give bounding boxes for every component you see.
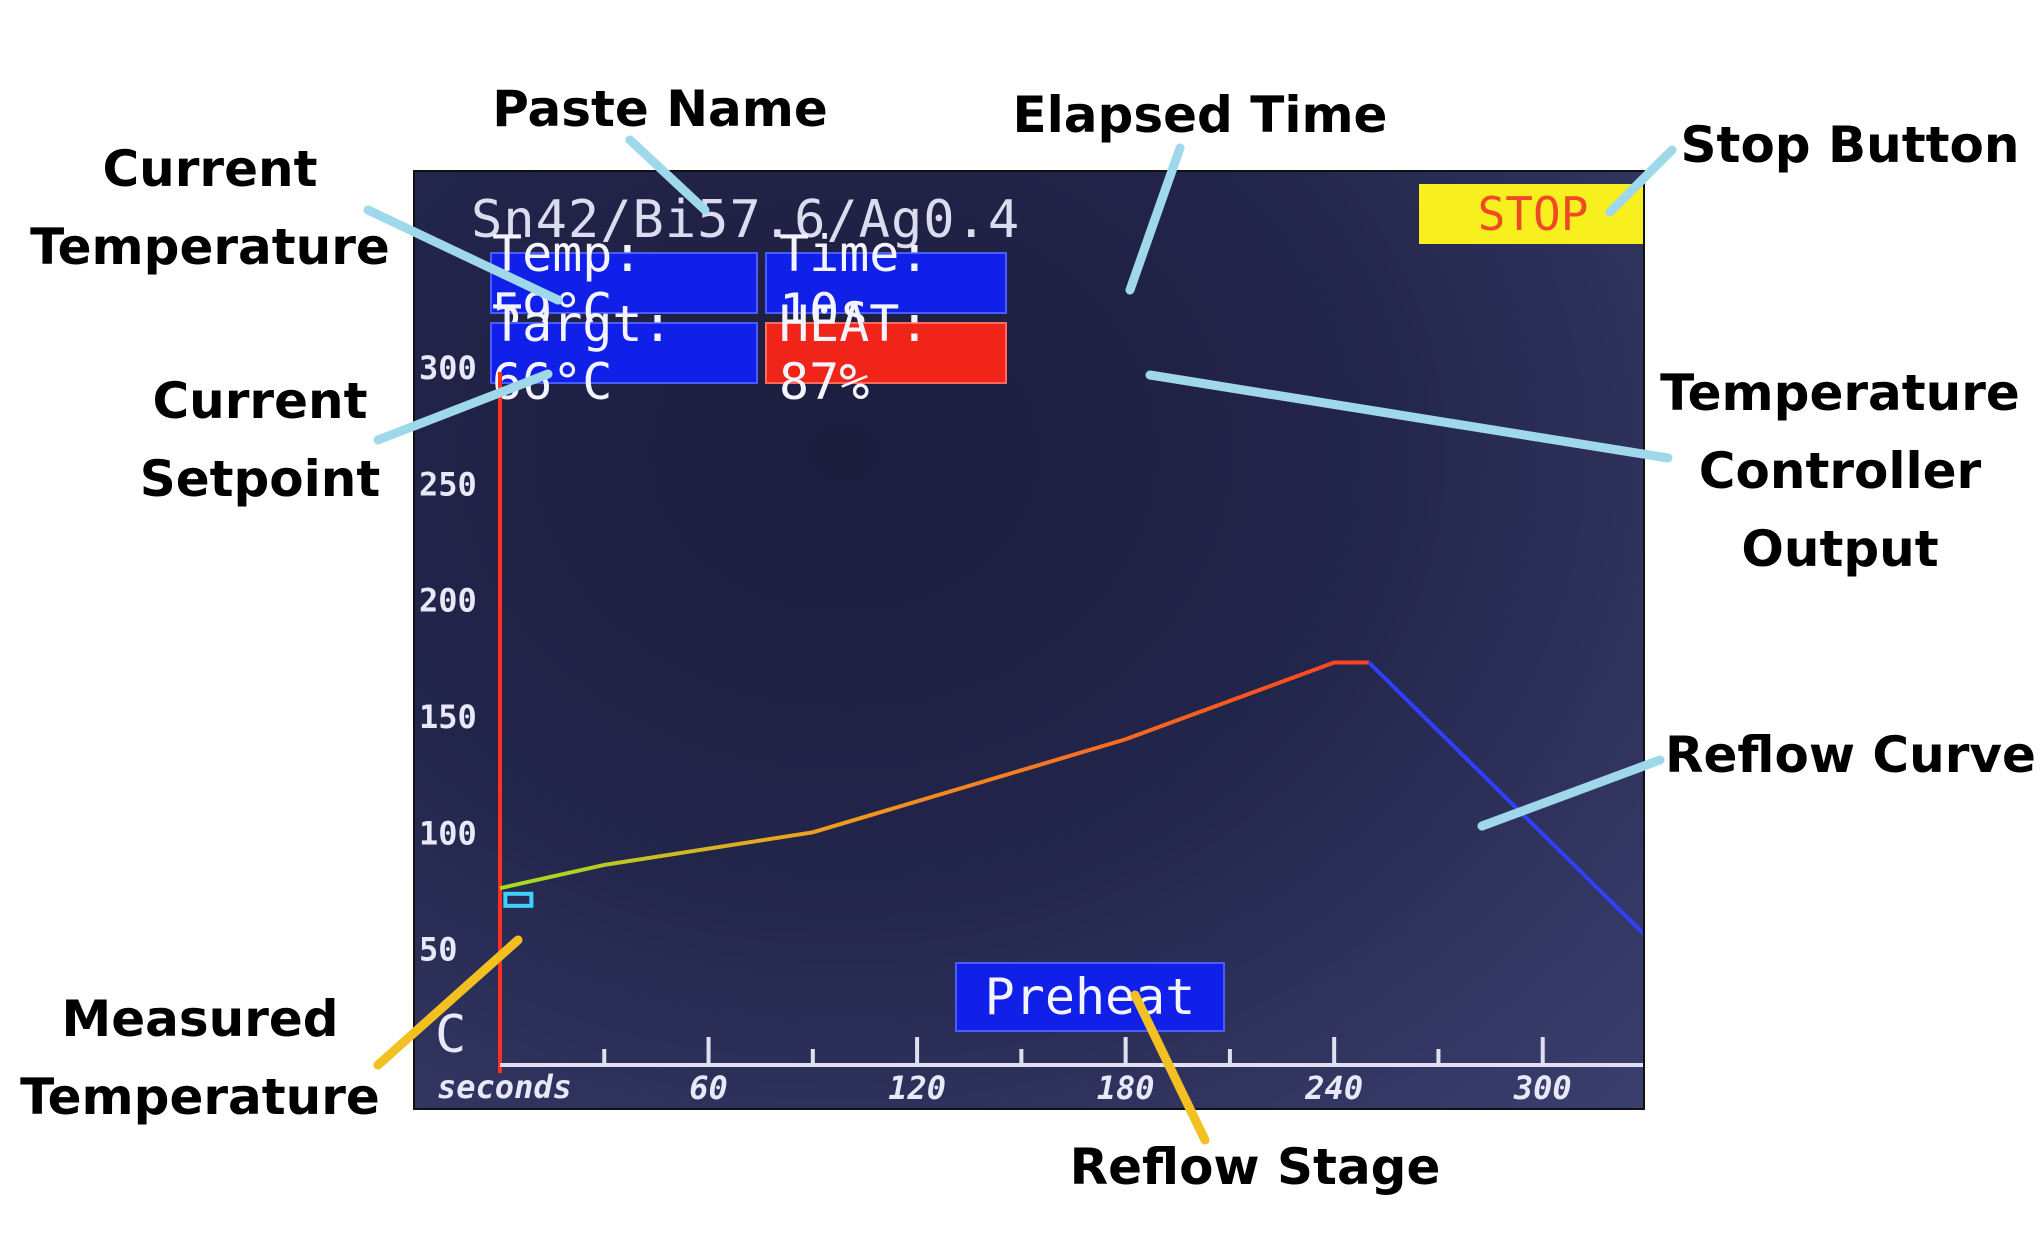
callout-controller-output [1145,370,1673,463]
callout-reflow-stage [1130,990,1210,1145]
y-tick-label: 250 [419,465,477,503]
callout-current-temperature [363,205,563,305]
x-tick-label: 300 [1513,1069,1572,1107]
label-current-temperature-line1: Current [102,140,318,198]
y-tick-label: 100 [419,814,477,852]
callout-current-setpoint [373,369,553,445]
x-tick-label: 240 [1304,1069,1363,1107]
reflow-stage-box: Preheat [955,962,1225,1032]
lcd-screen: Sn42/Bi57.6/Ag0.4 STOP Temp: 59°C Time: … [413,170,1645,1110]
stop-button[interactable]: STOP [1419,184,1643,244]
callout-measured-temperature [373,935,523,1070]
label-elapsed-time: Elapsed Time [1012,86,1388,144]
x-tick-label: 180 [1097,1069,1155,1107]
label-reflow-stage: Reflow Stage [1069,1138,1441,1196]
measured-temperature-marker [503,891,534,908]
callout-reflow-curve [1477,755,1665,831]
x-axis-unit: seconds [437,1068,572,1106]
label-current-setpoint: Current Setpoint [100,362,420,518]
label-reflow-curve: Reflow Curve [1665,726,2036,784]
reflow-curve-remaining [1367,661,1643,936]
y-tick-label: 300 [419,349,477,387]
callout-stop-button [1605,145,1677,217]
label-controller-output-line3: Output [1741,520,1939,578]
label-controller-output: Temperature Controller Output [1650,354,2030,588]
label-measured-temperature-line2: Temperature [20,1068,380,1126]
y-tick-label: 200 [419,582,477,620]
reflow-curve-completed [499,660,1369,891]
label-controller-output-line2: Controller [1698,442,1982,500]
label-paste-name: Paste Name [492,80,828,138]
label-current-temperature: Current Temperature [20,130,400,286]
label-stop-button: Stop Button [1680,116,2020,174]
paste-name: Sn42/Bi57.6/Ag0.4 [471,190,1021,250]
callout-paste-name [625,135,710,215]
callout-elapsed-time [1125,143,1185,295]
x-tick-label: 60 [689,1069,728,1107]
x-tick-label: 120 [888,1069,946,1107]
heat-box: HEAT: 87% [765,295,1007,411]
label-current-setpoint-line2: Setpoint [139,450,381,508]
label-controller-output-line1: Temperature [1660,364,2020,422]
y-tick-label: 50 [419,931,458,969]
label-current-setpoint-line1: Current [152,372,368,430]
label-measured-temperature: Measured Temperature [15,980,385,1136]
label-measured-temperature-line1: Measured [61,990,339,1048]
y-tick-label: 150 [419,698,477,736]
label-current-temperature-line2: Temperature [30,218,390,276]
